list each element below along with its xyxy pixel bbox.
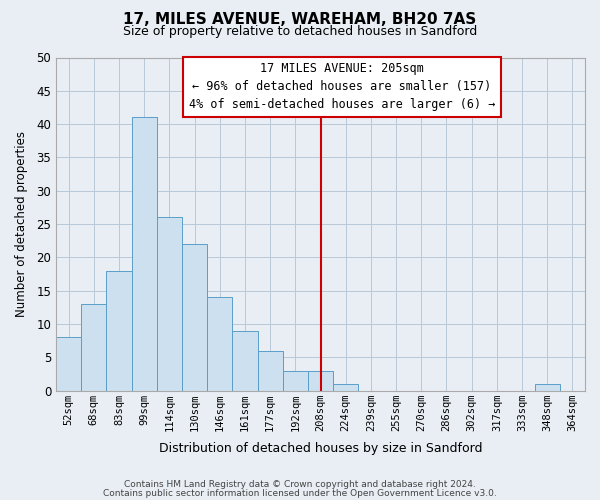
- Bar: [106, 270, 131, 390]
- Bar: [157, 218, 182, 390]
- Text: Size of property relative to detached houses in Sandford: Size of property relative to detached ho…: [123, 25, 477, 38]
- Text: Contains public sector information licensed under the Open Government Licence v3: Contains public sector information licen…: [103, 489, 497, 498]
- Text: 17 MILES AVENUE: 205sqm
← 96% of detached houses are smaller (157)
4% of semi-de: 17 MILES AVENUE: 205sqm ← 96% of detache…: [188, 62, 495, 112]
- Bar: [535, 384, 560, 390]
- Bar: [182, 244, 207, 390]
- Bar: [257, 350, 283, 391]
- Bar: [81, 304, 106, 390]
- Bar: [308, 370, 333, 390]
- Bar: [232, 330, 257, 390]
- Bar: [131, 118, 157, 390]
- Bar: [283, 370, 308, 390]
- Bar: [207, 298, 232, 390]
- Bar: [56, 338, 81, 390]
- Y-axis label: Number of detached properties: Number of detached properties: [15, 131, 28, 317]
- Text: Contains HM Land Registry data © Crown copyright and database right 2024.: Contains HM Land Registry data © Crown c…: [124, 480, 476, 489]
- Bar: [333, 384, 358, 390]
- Text: 17, MILES AVENUE, WAREHAM, BH20 7AS: 17, MILES AVENUE, WAREHAM, BH20 7AS: [124, 12, 476, 28]
- X-axis label: Distribution of detached houses by size in Sandford: Distribution of detached houses by size …: [159, 442, 482, 455]
